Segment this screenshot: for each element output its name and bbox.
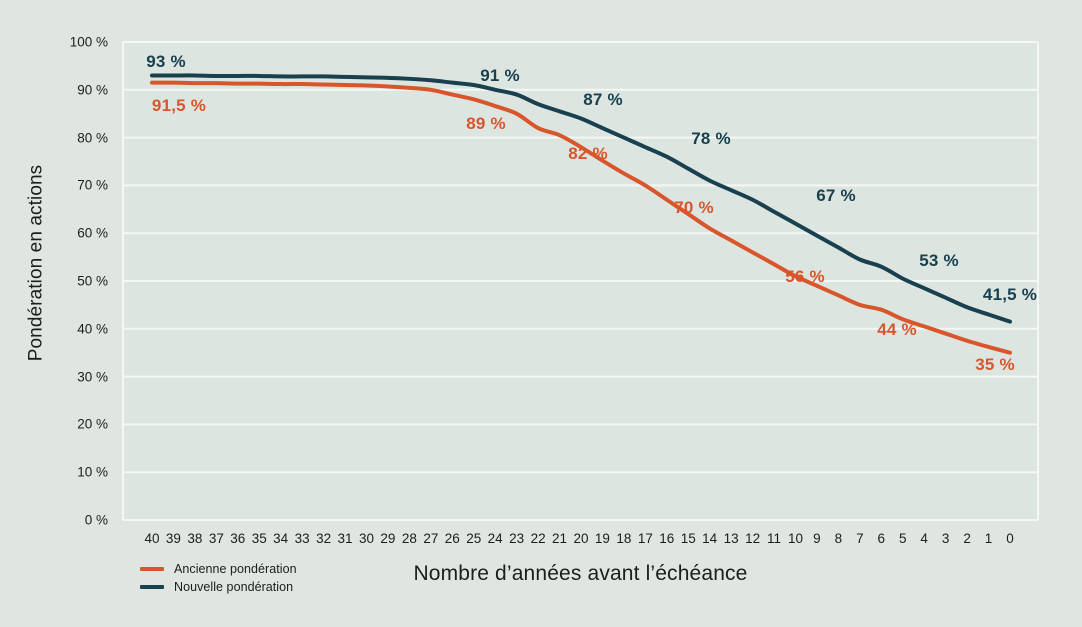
x-axis-tick-label: 29: [380, 531, 396, 546]
x-axis-tick-label: 11: [767, 531, 782, 546]
data-label: 91,5 %: [151, 96, 207, 115]
x-axis-tick-label: 18: [616, 531, 632, 546]
y-axis-tick-label: 60 %: [77, 225, 108, 241]
x-axis-tick-label: 24: [487, 531, 503, 546]
x-axis-tick-label: 38: [187, 531, 203, 546]
x-axis-tick-label: 39: [165, 531, 181, 546]
x-axis-title: Nombre d’années avant l’échéance: [413, 562, 748, 585]
x-axis-tick-label: 5: [898, 531, 907, 546]
x-axis-tick-label: 21: [552, 531, 568, 546]
x-axis-tick-label: 3: [941, 531, 950, 546]
data-label: 82 %: [568, 144, 608, 163]
data-label: 70 %: [674, 198, 714, 217]
y-axis-tick-label: 70 %: [77, 177, 108, 193]
x-axis-tick-label: 28: [401, 531, 417, 546]
x-axis-tick-label: 25: [466, 531, 482, 546]
x-axis-tick-label: 10: [787, 531, 804, 546]
series-lines: [150, 73, 1012, 355]
data-label: 89 %: [466, 114, 506, 133]
x-axis-tick-label: 12: [745, 531, 761, 546]
y-axis-tick-label: 0 %: [84, 512, 108, 528]
x-axis-tick-label: 32: [316, 531, 332, 546]
legend-swatch-icon: [140, 585, 164, 589]
legend-item-label: Nouvelle pondération: [174, 580, 294, 594]
x-axis-tick-label: 16: [659, 531, 675, 546]
data-label: 35 %: [975, 355, 1015, 374]
x-axis-tick-label: 40: [144, 531, 160, 546]
x-axis-tick-label: 23: [509, 531, 525, 546]
y-axis-tick-label: 50 %: [77, 273, 108, 289]
x-axis-tick-label: 30: [358, 531, 375, 546]
x-axis-tick-label: 17: [637, 531, 653, 546]
legend-item[interactable]: Nouvelle pondération: [140, 578, 297, 596]
x-axis-tick-label: 22: [530, 531, 546, 546]
legend-item[interactable]: Ancienne pondération: [140, 560, 297, 578]
x-axis-tick-label: 13: [723, 531, 739, 546]
x-axis-tick-label: 8: [834, 531, 843, 546]
legend-swatch-icon: [140, 567, 164, 571]
data-label: 93 %: [146, 52, 186, 71]
x-axis-tick-label: 15: [680, 531, 696, 546]
x-axis-tick-label: 37: [208, 531, 224, 546]
x-axis-tick-label: 34: [273, 531, 289, 546]
series-line: [150, 80, 1012, 355]
x-axis-tick-label: 4: [920, 531, 928, 546]
y-axis-tick-label: 100 %: [69, 34, 108, 50]
chart-legend: Ancienne pondération Nouvelle pondération: [140, 560, 297, 596]
y-axis-tick-labels: 0 % 10 % 20 % 30 % 40 % 50 % 60 % 70 % 80 % 90 % 1…: [60, 0, 108, 627]
series-line: [150, 73, 1012, 324]
x-axis-tick-label: 14: [702, 531, 718, 546]
data-label: 91 %: [480, 66, 520, 85]
x-axis-tick-label: 9: [813, 531, 821, 546]
x-axis-tick-label: 33: [294, 531, 310, 546]
data-label: 53 %: [919, 251, 959, 270]
x-axis-tick-label: 2: [963, 531, 971, 546]
x-axis-tick-label: 0: [1006, 531, 1014, 546]
data-label: 56 %: [785, 267, 825, 286]
y-axis-tick-label: 10 %: [77, 464, 108, 480]
data-label: 44 %: [877, 320, 917, 339]
legend-item-label: Ancienne pondération: [174, 562, 297, 576]
data-label: 78 %: [691, 129, 731, 148]
x-axis-tick-labels: 40 39 38 37 36 35 34 33 32 31 30 29 28 27 26 25 24 23 22 21…: [0, 531, 1082, 553]
y-axis-tick-label: 20 %: [77, 416, 108, 432]
y-axis-tick-label: 30 %: [77, 369, 108, 385]
x-axis-tick-label: 26: [444, 531, 460, 546]
x-axis-tick-label: 27: [423, 531, 439, 546]
x-axis-tick-label: 19: [594, 531, 610, 546]
data-label: 87 %: [583, 90, 623, 109]
gridlines: [122, 41, 1039, 521]
y-axis-tick-label: 80 %: [77, 130, 108, 146]
data-label: 67 %: [816, 186, 856, 205]
x-axis-tick-label: 31: [337, 531, 353, 546]
data-label: 41,5 %: [982, 285, 1038, 304]
x-axis-tick-label: 20: [573, 531, 589, 546]
x-axis-tick-label: 35: [251, 531, 267, 546]
y-axis-tick-label: 40 %: [77, 321, 108, 337]
x-axis-tick-label: 36: [230, 531, 246, 546]
y-axis-tick-label: 90 %: [77, 82, 108, 98]
x-axis-tick-label: 7: [856, 531, 864, 546]
x-axis-tick-label: 6: [877, 531, 886, 546]
x-axis-tick-label: 1: [984, 531, 993, 546]
